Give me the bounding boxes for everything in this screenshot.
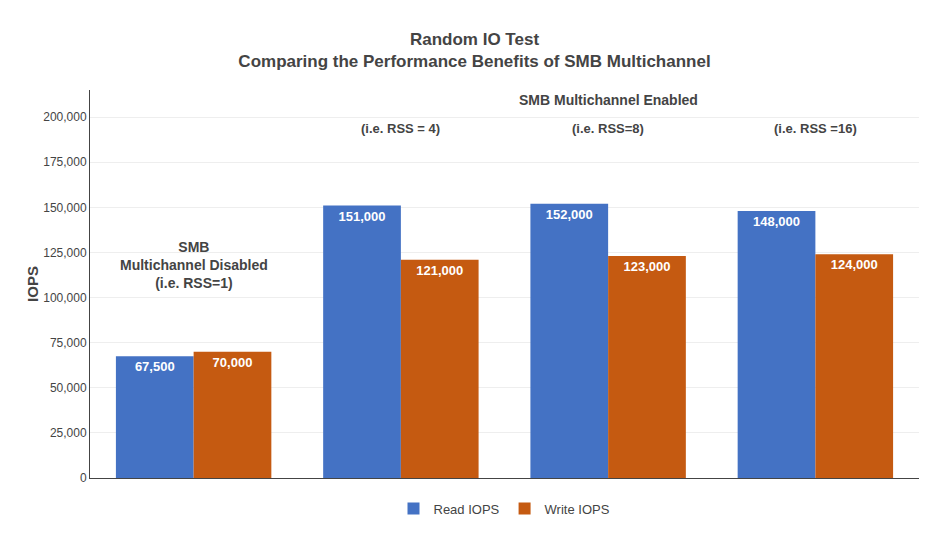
- svg-text:151,000: 151,000: [339, 209, 386, 224]
- svg-text:Read IOPS: Read IOPS: [434, 502, 500, 517]
- svg-text:121,000: 121,000: [416, 263, 463, 278]
- svg-text:70,000: 70,000: [213, 355, 253, 370]
- svg-text:50,000: 50,000: [50, 381, 87, 395]
- svg-text:67,500: 67,500: [135, 359, 175, 374]
- svg-text:152,000: 152,000: [546, 207, 593, 222]
- svg-text:200,000: 200,000: [43, 110, 87, 124]
- svg-text:Random IO TestComparing the Pe: Random IO TestComparing the Performance …: [238, 30, 710, 71]
- svg-text:0: 0: [80, 471, 87, 485]
- svg-text:(i.e. RSS = 4): (i.e. RSS = 4): [361, 121, 440, 136]
- svg-text:(i.e. RSS=8): (i.e. RSS=8): [572, 121, 644, 136]
- svg-text:150,000: 150,000: [43, 201, 87, 215]
- svg-text:125,000: 125,000: [43, 246, 87, 260]
- svg-text:Write IOPS: Write IOPS: [545, 502, 610, 517]
- svg-text:SMB Multichannel Enabled: SMB Multichannel Enabled: [519, 92, 698, 108]
- svg-text:175,000: 175,000: [43, 155, 87, 169]
- svg-text:124,000: 124,000: [831, 257, 878, 272]
- svg-text:148,000: 148,000: [753, 214, 800, 229]
- svg-text:75,000: 75,000: [50, 336, 87, 350]
- svg-text:25,000: 25,000: [50, 426, 87, 440]
- svg-text:(i.e. RSS =16): (i.e. RSS =16): [774, 121, 857, 136]
- svg-text:SMBMultichannel Disabled(i.e.: SMBMultichannel Disabled(i.e. RSS=1): [120, 239, 268, 291]
- svg-text:IOPS: IOPS: [24, 266, 41, 302]
- svg-text:100,000: 100,000: [43, 291, 87, 305]
- svg-text:123,000: 123,000: [623, 259, 670, 274]
